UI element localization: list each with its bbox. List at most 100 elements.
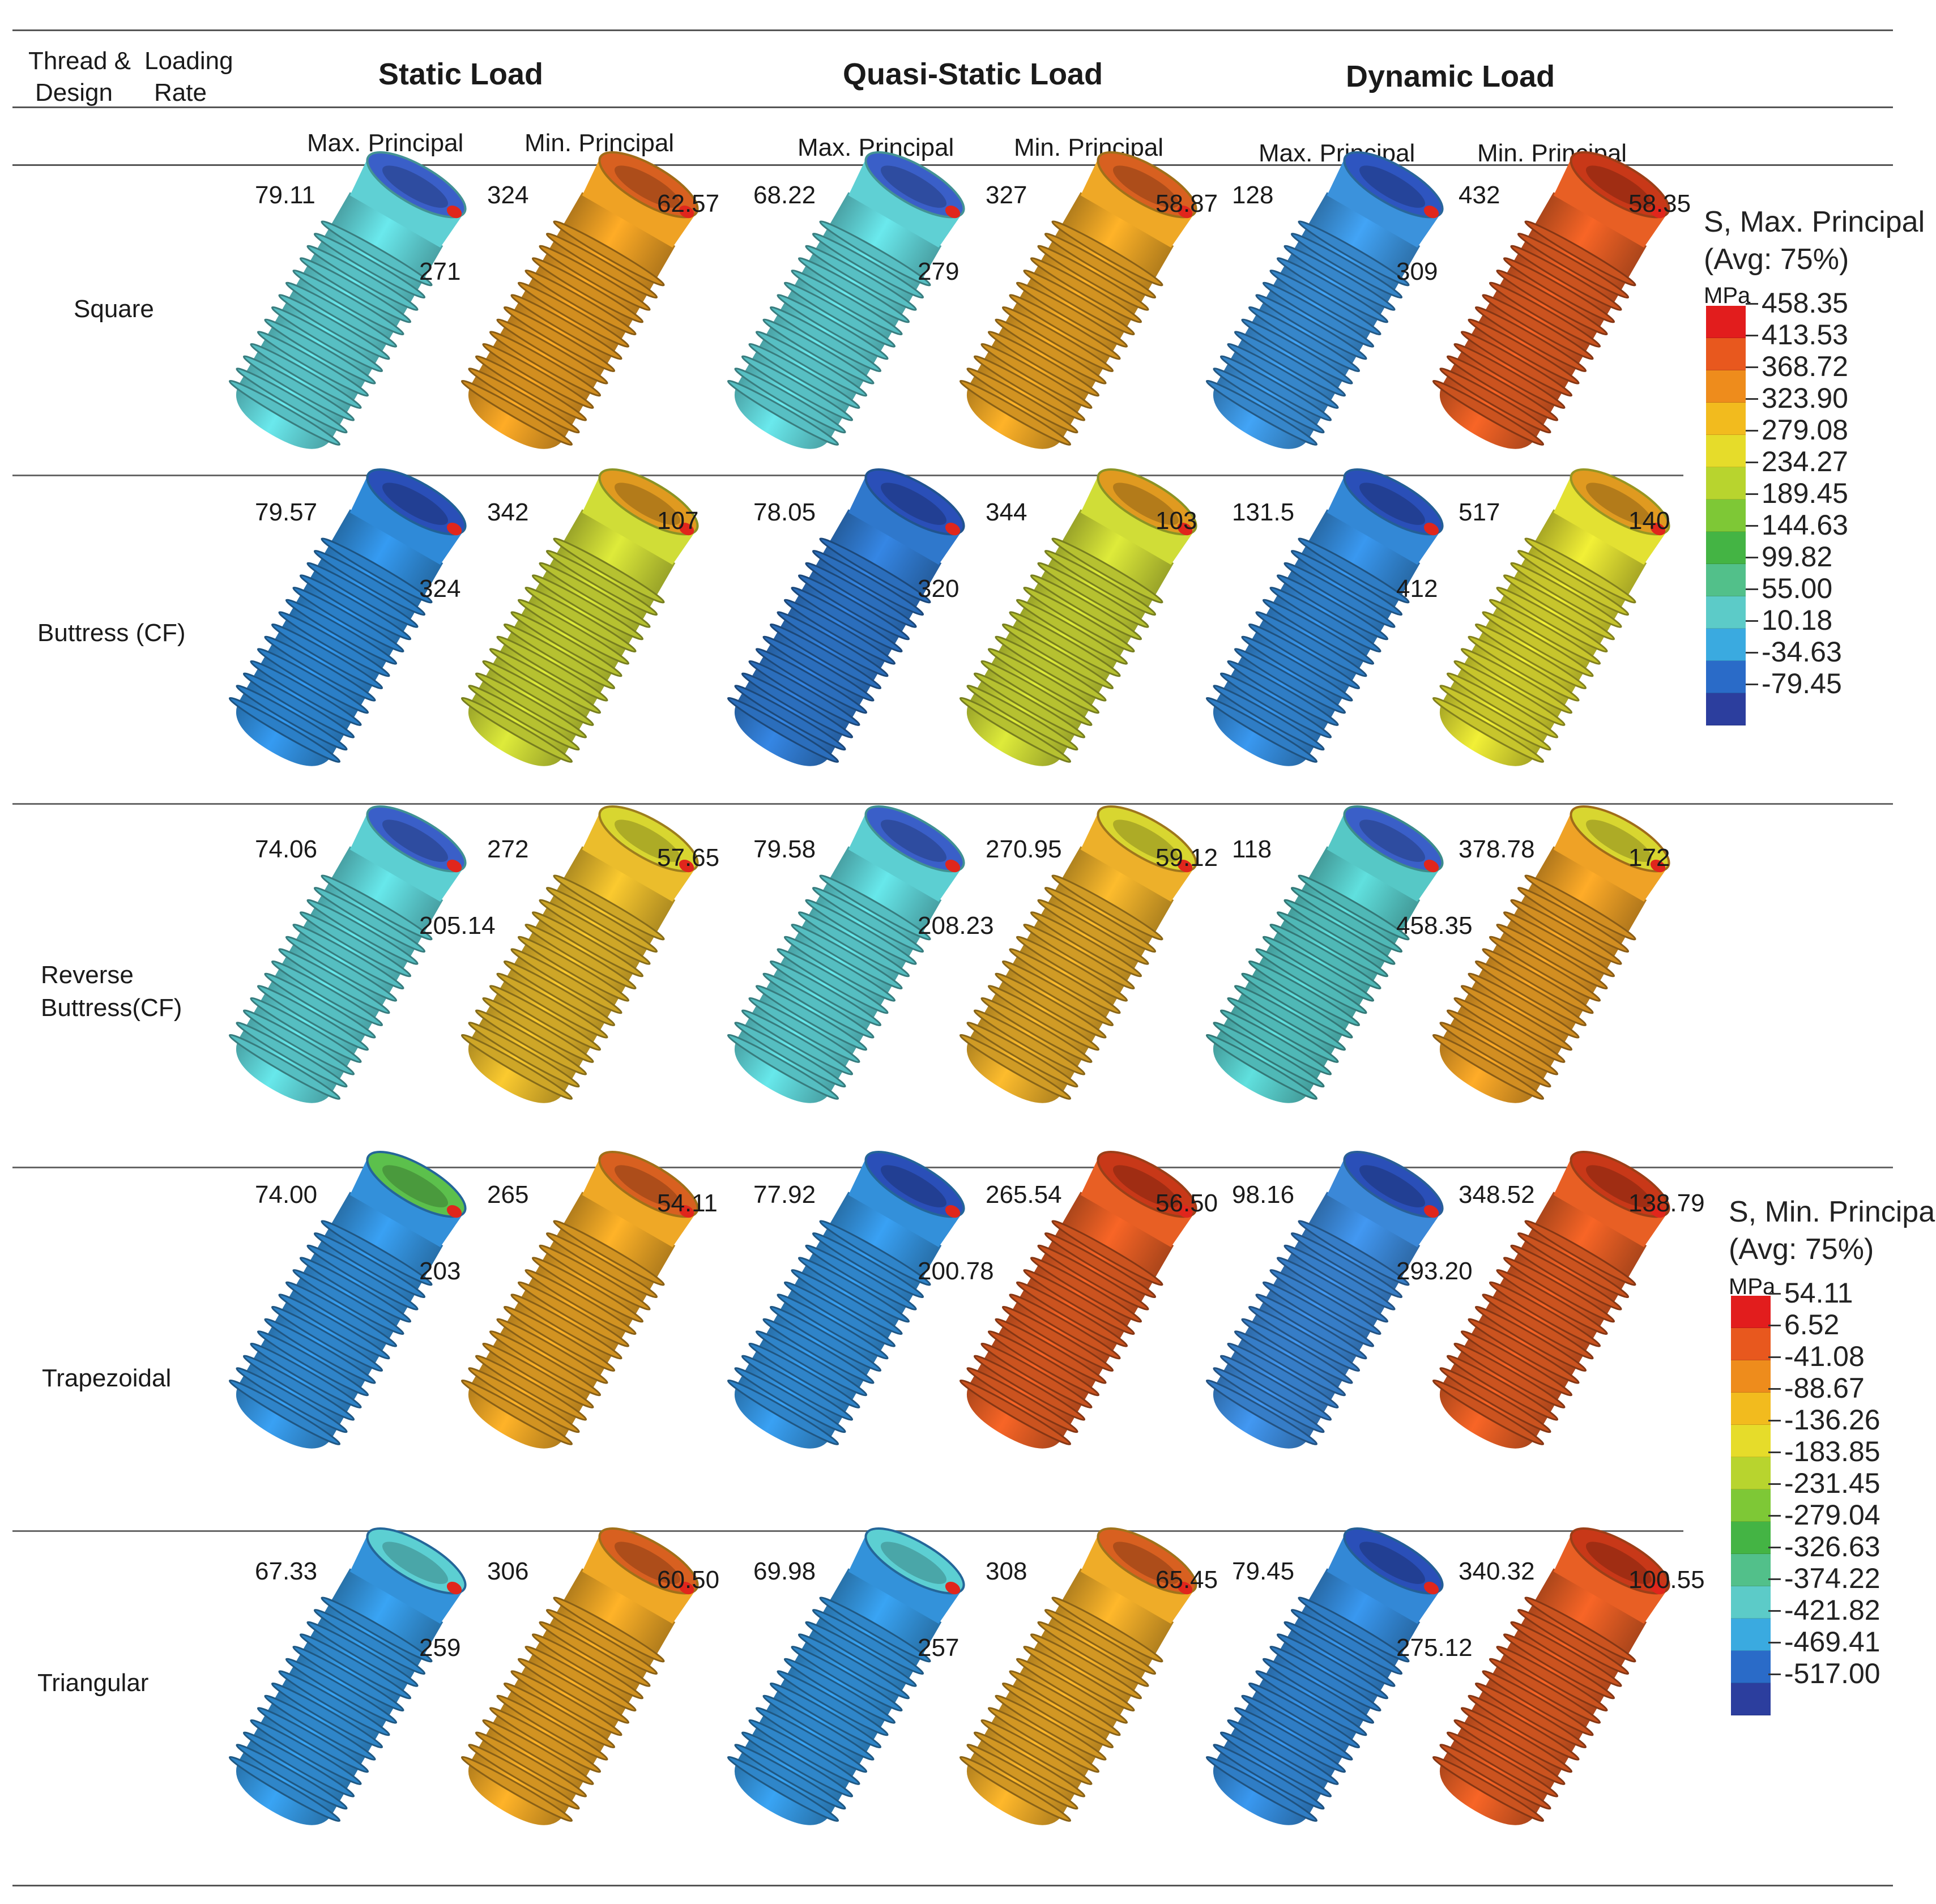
thread-ridge	[1234, 331, 1346, 397]
value-lower: 58.35	[1628, 190, 1691, 217]
thread-ridge	[966, 685, 1078, 751]
thread-ridge	[1213, 1022, 1325, 1088]
stress-hotspot	[1177, 205, 1193, 219]
thread-ridge	[1205, 1379, 1318, 1445]
thread-ridge	[292, 269, 404, 336]
subheader-static-min: Min. Principal	[524, 129, 675, 157]
thread-ridge	[1269, 586, 1381, 653]
subheader-quasi-min: Min. Principal	[1014, 134, 1164, 161]
implant-4-4	[1205, 1527, 1444, 1825]
implant-2-1	[460, 805, 699, 1103]
thread-ridge	[278, 1293, 390, 1360]
thread-ridge	[777, 948, 889, 1014]
thread-ridge	[1453, 660, 1566, 726]
thread-ridge	[769, 1682, 882, 1749]
thread-ridge	[553, 1220, 665, 1286]
rule-row-2	[12, 803, 1893, 805]
thread-ridge	[292, 923, 404, 990]
legend-tick-mark	[1768, 1452, 1781, 1453]
thread-ridge	[468, 685, 580, 751]
thread-ridge	[271, 306, 383, 373]
implant-socket	[880, 819, 947, 862]
legend-tick-label: 323.90	[1762, 382, 1848, 414]
thread-ridge	[791, 1645, 903, 1712]
thread-ridge	[1496, 269, 1608, 336]
thread-ridge	[271, 960, 383, 1027]
rule-header	[12, 106, 1893, 108]
implant-1-4	[1205, 468, 1444, 766]
value-upper: 324	[487, 181, 529, 209]
legend-swatch	[1706, 403, 1746, 435]
thread-ridge	[762, 318, 875, 385]
thread-ridge	[1489, 281, 1601, 348]
value-upper: 78.05	[753, 498, 816, 526]
stress-hotspot	[1423, 522, 1439, 536]
implant-socket	[1585, 483, 1652, 525]
value-upper: 67.33	[255, 1557, 318, 1585]
stress-hotspot	[945, 1205, 961, 1218]
thread-ridge	[1044, 1609, 1157, 1675]
legend-tick-label: 189.45	[1762, 477, 1848, 509]
implant-1-1	[460, 468, 699, 766]
value-lower: 293.20	[1396, 1257, 1473, 1285]
thread-ridge	[798, 574, 910, 641]
value-upper: 517	[1459, 498, 1500, 526]
thread-ridge	[321, 874, 433, 941]
thread-ridge	[727, 1034, 839, 1100]
thread-ridge	[313, 887, 426, 953]
thread-ridge	[531, 1633, 644, 1700]
thread-ridge	[1269, 1269, 1381, 1335]
thread-ridge	[762, 635, 875, 702]
column-title-static: Static Load	[378, 57, 544, 91]
thread-ridge	[313, 233, 426, 299]
value-upper: 79.11	[255, 181, 315, 209]
thread-ridge	[959, 1034, 1072, 1100]
value-lower: 458.35	[1396, 912, 1473, 940]
thread-ridge	[1460, 1707, 1573, 1773]
implant-socket	[880, 1542, 947, 1584]
thread-ridge	[1269, 923, 1381, 990]
thread-ridge	[1241, 318, 1353, 385]
thread-ridge	[1009, 948, 1121, 1014]
thread-ridge	[1439, 1022, 1551, 1088]
legend-tick-label: -326.63	[1784, 1531, 1880, 1563]
stress-hotspot	[1177, 1581, 1193, 1595]
thread-ridge	[1283, 562, 1396, 628]
thread-ridge	[236, 1367, 348, 1433]
legend-tick-label: 368.72	[1762, 351, 1848, 382]
row-label-square: Square	[74, 295, 154, 323]
value-lower: 309	[1396, 258, 1438, 285]
thread-ridge	[475, 355, 587, 421]
thread-ridge	[489, 1707, 602, 1773]
implant-0-4	[1205, 151, 1444, 449]
thread-ridge	[980, 1342, 1093, 1408]
thread-ridge	[482, 660, 594, 726]
thread-ridge	[1496, 1269, 1608, 1335]
thread-ridge	[1283, 1244, 1396, 1310]
thread-ridge	[1446, 355, 1559, 421]
thread-ridge	[791, 586, 903, 653]
thread-ridge	[805, 245, 917, 311]
thread-ridge	[741, 355, 854, 421]
thread-ridge	[285, 936, 398, 1002]
column-title-quasi-static: Quasi-Static Load	[843, 57, 1103, 91]
thread-ridge	[1489, 1658, 1601, 1724]
thread-ridge	[798, 1257, 910, 1323]
thread-ridge	[1439, 1367, 1551, 1433]
thread-ridge	[468, 1744, 580, 1810]
thread-ridge	[257, 331, 369, 397]
thread-ridge	[995, 635, 1107, 702]
implant-socket	[614, 165, 681, 208]
thread-ridge	[959, 697, 1072, 763]
thread-ridge	[1248, 960, 1361, 1027]
thread-ridge	[1503, 911, 1615, 977]
thread-ridge	[1432, 1756, 1545, 1822]
thread-ridge	[524, 923, 637, 990]
thread-ridge	[1482, 1293, 1594, 1360]
legend-swatch	[1731, 1586, 1771, 1619]
thread-ridge	[995, 972, 1107, 1039]
thread-ridge	[755, 331, 868, 397]
thread-ridge	[503, 960, 616, 1027]
thread-ridge	[805, 1621, 917, 1687]
legend-swatch	[1731, 1619, 1771, 1651]
